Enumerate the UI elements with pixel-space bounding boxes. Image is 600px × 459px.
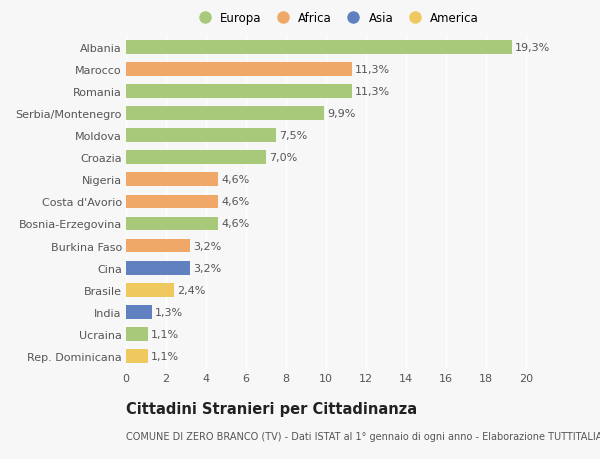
Bar (126, 239, 190, 253)
Bar (126, 283, 174, 297)
Bar (126, 217, 218, 231)
Text: 7,0%: 7,0% (269, 153, 297, 163)
Bar (126, 349, 148, 363)
Bar (126, 129, 276, 143)
Bar (126, 107, 324, 121)
Text: 4,6%: 4,6% (221, 197, 249, 207)
Text: 3,2%: 3,2% (193, 263, 221, 273)
Text: 1,1%: 1,1% (151, 329, 179, 339)
Text: 7,5%: 7,5% (279, 131, 307, 141)
Text: Cittadini Stranieri per Cittadinanza: Cittadini Stranieri per Cittadinanza (126, 402, 417, 417)
Text: 9,9%: 9,9% (327, 109, 355, 119)
Text: 4,6%: 4,6% (221, 219, 249, 229)
Bar (126, 305, 152, 319)
Bar (126, 63, 352, 77)
Text: 19,3%: 19,3% (515, 43, 550, 53)
Legend: Europa, Africa, Asia, America: Europa, Africa, Asia, America (193, 12, 479, 25)
Bar (126, 195, 218, 209)
Text: 4,6%: 4,6% (221, 175, 249, 185)
Text: 11,3%: 11,3% (355, 87, 390, 97)
Text: COMUNE DI ZERO BRANCO (TV) - Dati ISTAT al 1° gennaio di ogni anno - Elaborazion: COMUNE DI ZERO BRANCO (TV) - Dati ISTAT … (126, 431, 600, 442)
Text: 1,3%: 1,3% (155, 307, 183, 317)
Bar (126, 41, 512, 55)
Text: 11,3%: 11,3% (355, 65, 390, 75)
Text: 2,4%: 2,4% (177, 285, 205, 295)
Bar (126, 261, 190, 275)
Bar (126, 327, 148, 341)
Bar (126, 151, 266, 165)
Text: 1,1%: 1,1% (151, 351, 179, 361)
Bar (126, 173, 218, 187)
Text: 3,2%: 3,2% (193, 241, 221, 251)
Bar (126, 85, 352, 99)
